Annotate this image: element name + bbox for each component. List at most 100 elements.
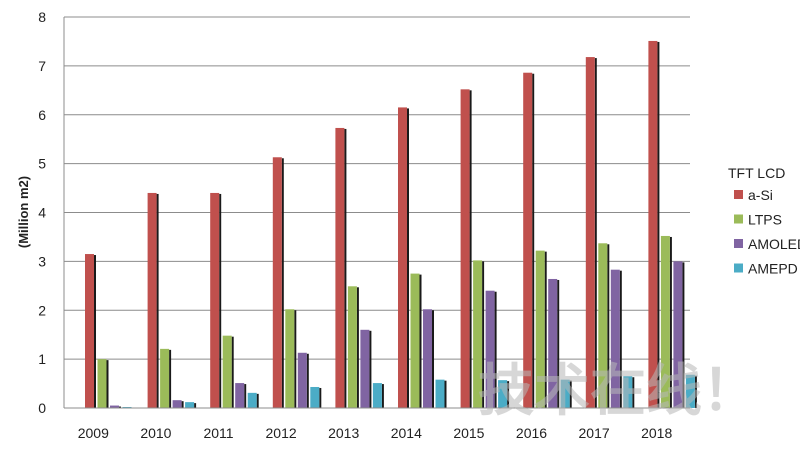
bar-a-si-2018 (648, 40, 658, 408)
bar-amepd-2011 (247, 392, 257, 408)
bar-ltps-2015 (473, 260, 483, 408)
bar-ltps-2018 (660, 235, 670, 408)
bar-shadow (569, 380, 572, 408)
bar-ltps-2014 (410, 273, 420, 408)
bar-a-si-2012 (272, 157, 282, 408)
bar-a-si-2013 (335, 127, 345, 408)
bar-shadow (281, 158, 284, 408)
bar-amepd-2013 (372, 383, 382, 408)
bar-shadow (494, 291, 497, 408)
bar-shadow (369, 330, 372, 408)
bar-shadow (106, 360, 109, 408)
legend-swatch (734, 190, 743, 199)
legend-entry: LTPS (748, 212, 782, 228)
bar-shadow (319, 387, 322, 408)
bar-shadow (94, 255, 96, 408)
bar-ltps-2017 (598, 243, 608, 408)
bar-shadow (632, 377, 635, 408)
bar-amoled-2018 (673, 261, 683, 408)
bar-amepd-2014 (435, 379, 445, 408)
x-tick-label: 2012 (266, 425, 297, 441)
bar-shadow (181, 401, 184, 408)
bar-shadow (256, 393, 259, 408)
bar-shadow (557, 279, 560, 408)
bar-shadow (194, 403, 197, 408)
legend-swatch (734, 239, 743, 248)
bar-shadow (169, 349, 172, 408)
x-tick-label: 2014 (391, 425, 422, 441)
y-tick-label: 6 (38, 107, 46, 123)
bar-ltps-2012 (285, 309, 295, 408)
bar-shadow (344, 128, 347, 409)
bar-amepd-2017 (623, 376, 633, 408)
axes (63, 17, 690, 409)
bar-amepd-2015 (498, 380, 508, 408)
watermark-text: 技术在线！ (478, 359, 758, 424)
x-tick-label: 2011 (203, 425, 233, 441)
bar-a-si-2011 (210, 192, 220, 408)
bar-shadow (507, 381, 510, 408)
bar-ltps-2013 (347, 286, 357, 408)
y-tick-label: 0 (38, 400, 46, 416)
bar-amepd-2018 (685, 374, 695, 408)
x-tick-labels: 2009 2010 2011 2012 2013 2014 2015 2016 2017 2018 (78, 425, 673, 441)
bar-amoled-2015 (485, 290, 495, 408)
legend-entry: AMOLED (748, 236, 800, 252)
bar-amepd-2010 (185, 402, 195, 408)
y-tick-label: 4 (38, 205, 46, 221)
bar-ltps-2016 (535, 250, 545, 408)
bar-shadow (532, 73, 535, 408)
bar-shadow (657, 41, 660, 408)
bar-ltps-2011 (222, 335, 232, 408)
bar-shadow (619, 270, 622, 408)
bar-shadow (306, 353, 309, 408)
bar-amoled-2012 (297, 352, 307, 408)
legend: a-Si LTPS AMOLED AMEPD (734, 187, 800, 277)
bar-shadow (594, 58, 597, 408)
bar-shadow (482, 261, 485, 408)
bar-amoled-2013 (360, 329, 370, 408)
bar-a-si-2009 (85, 254, 94, 408)
y-tick-label: 5 (38, 156, 46, 172)
bar-shadow (469, 90, 472, 409)
x-tick-label: 2016 (516, 425, 547, 441)
bar-ltps-2009 (97, 359, 107, 408)
x-tick-label: 2017 (579, 425, 610, 441)
y-tick-label: 7 (38, 58, 46, 74)
bar-shadow (294, 310, 297, 408)
bar-a-si-2014 (398, 107, 407, 408)
bars-group (85, 40, 697, 409)
bar-shadow (156, 193, 159, 408)
bar-shadow (244, 384, 247, 408)
bar-shadow (669, 236, 672, 408)
bar-shadow (381, 384, 384, 408)
bar-shadow (444, 380, 447, 408)
legend-title: TFT LCD (728, 165, 785, 181)
bar-shadow (119, 406, 121, 408)
bar-amoled-2010 (172, 400, 182, 408)
bar-shadow (694, 375, 697, 408)
bar-shadow (682, 262, 685, 408)
bar-shadow (231, 336, 234, 408)
bar-shadow (356, 287, 359, 408)
bar-amoled-2014 (423, 309, 432, 408)
bar-amoled-2017 (610, 269, 620, 408)
y-tick-label: 2 (38, 302, 46, 318)
x-tick-label: 2010 (140, 425, 171, 441)
bar-a-si-2017 (585, 57, 595, 408)
x-tick-label: 2009 (78, 425, 109, 441)
y-tick-label: 1 (38, 351, 46, 367)
bar-shadow (544, 251, 547, 408)
x-tick-label: 2015 (453, 425, 484, 441)
bar-a-si-2016 (523, 72, 533, 408)
y-tick-label: 8 (38, 9, 46, 25)
y-axis-label: (Million m2) (16, 176, 31, 248)
bar-a-si-2010 (147, 192, 157, 408)
y-tick-label: 3 (38, 253, 46, 269)
x-tick-label: 2018 (641, 425, 672, 441)
x-tick-label: 2013 (328, 425, 359, 441)
bar-amepd-2016 (560, 379, 570, 408)
bar-ltps-2010 (160, 348, 170, 408)
legend-swatch (734, 214, 743, 224)
